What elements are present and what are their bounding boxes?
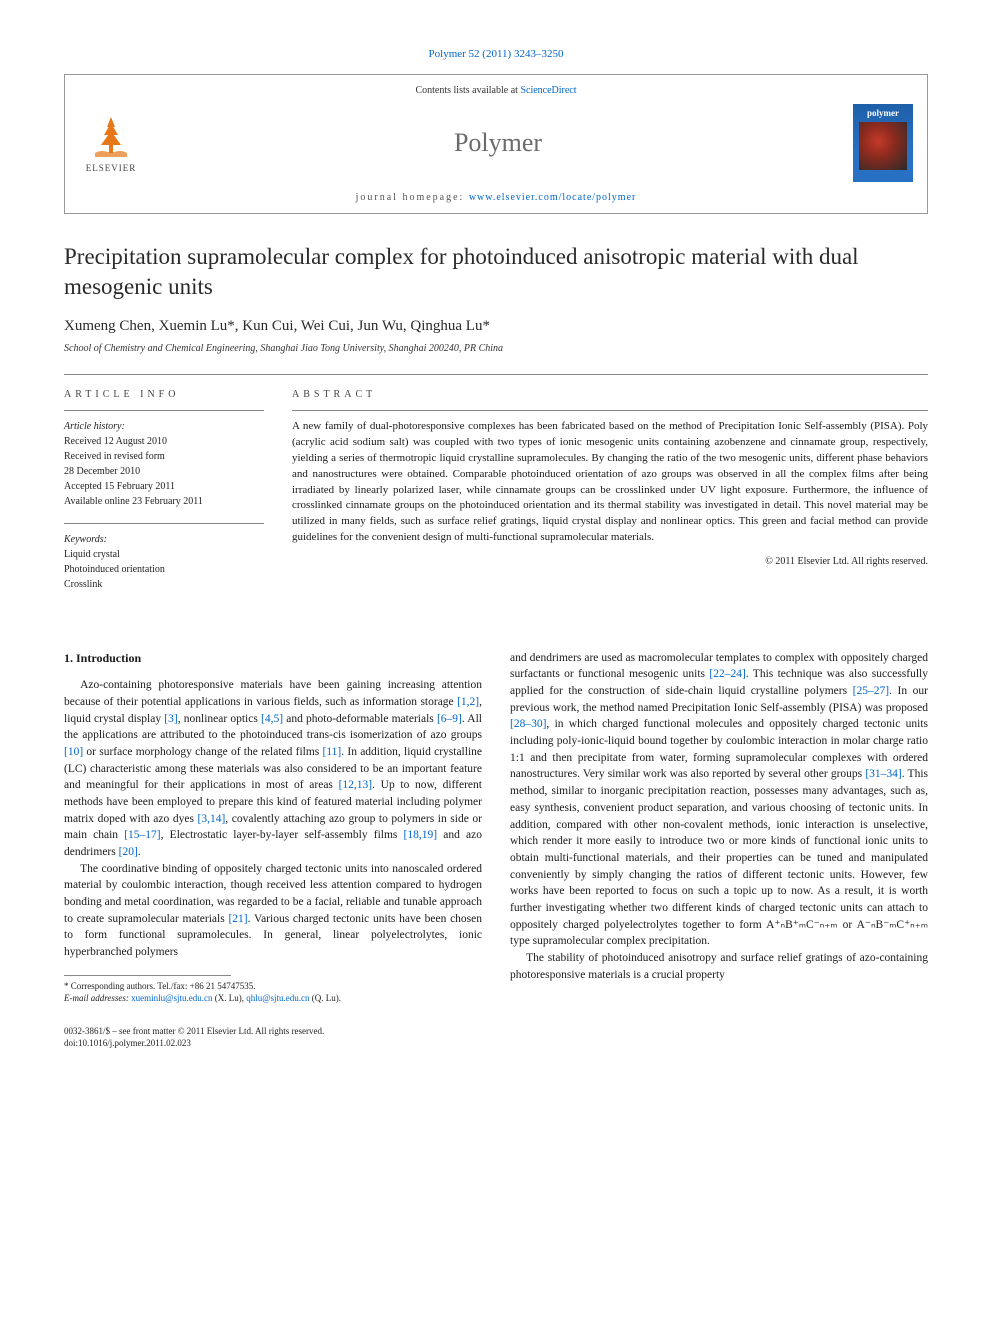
contents-text: Contents lists available at — [415, 85, 520, 96]
footer-bar: 0032-3861/$ – see front matter © 2011 El… — [64, 1025, 928, 1050]
body-column-left: 1. Introduction Azo-containing photoresp… — [64, 650, 482, 1005]
email-label: E-mail addresses: — [64, 993, 131, 1003]
email-link[interactable]: qhlu@sjtu.edu.cn — [246, 993, 309, 1003]
article-title: Precipitation supramolecular complex for… — [64, 242, 928, 302]
keywords-header: Keywords: — [64, 532, 264, 547]
email-line: E-mail addresses: xueminlu@sjtu.edu.cn (… — [64, 992, 482, 1005]
elsevier-logo: ELSEVIER — [79, 107, 143, 179]
cover-image — [859, 122, 907, 170]
keywords-block: Keywords: Liquid crystal Photoinduced or… — [64, 523, 264, 592]
elsevier-label: ELSEVIER — [86, 163, 137, 173]
abstract-copyright: © 2011 Elsevier Ltd. All rights reserved… — [292, 556, 928, 567]
cover-title: polymer — [867, 108, 899, 118]
abstract-text: A new family of dual-photoresponsive com… — [292, 410, 928, 547]
journal-header: . Contents lists available at ScienceDir… — [64, 74, 928, 214]
affiliation: School of Chemistry and Chemical Enginee… — [64, 343, 928, 354]
journal-homepage: journal homepage: www.elsevier.com/locat… — [65, 186, 927, 213]
corresponding-line: * Corresponding authors. Tel./fax: +86 2… — [64, 980, 482, 993]
homepage-label: journal homepage: — [356, 192, 469, 203]
journal-cover-thumbnail: polymer — [853, 104, 913, 182]
email-link[interactable]: xueminlu@sjtu.edu.cn — [131, 993, 212, 1003]
citation-line: Polymer 52 (2011) 3243–3250 — [64, 48, 928, 60]
keyword: Crosslink — [64, 577, 264, 592]
email-who: (Q. Lu). — [309, 993, 341, 1003]
email-who: (X. Lu), — [212, 993, 246, 1003]
history-line: 28 December 2010 — [64, 464, 264, 479]
section-heading: 1. Introduction — [64, 650, 482, 667]
abstract-column: ABSTRACT A new family of dual-photorespo… — [292, 389, 928, 606]
keyword: Photoinduced orientation — [64, 562, 264, 577]
elsevier-tree-icon — [87, 113, 135, 161]
history-line: Available online 23 February 2011 — [64, 494, 264, 509]
corresponding-footnote: * Corresponding authors. Tel./fax: +86 2… — [64, 980, 482, 1005]
sciencedirect-link[interactable]: ScienceDirect — [520, 85, 576, 96]
body-text: 1. Introduction Azo-containing photoresp… — [64, 650, 928, 1005]
contents-available: Contents lists available at ScienceDirec… — [415, 85, 576, 96]
abstract-label: ABSTRACT — [292, 389, 928, 400]
article-info-label: ARTICLE INFO — [64, 389, 264, 400]
body-paragraph: The stability of photoinduced anisotropy… — [510, 950, 928, 983]
author-list: Xumeng Chen, Xuemin Lu*, Kun Cui, Wei Cu… — [64, 318, 928, 335]
article-info-column: ARTICLE INFO Article history: Received 1… — [64, 389, 264, 606]
body-paragraph: The coordinative binding of oppositely c… — [64, 861, 482, 961]
body-paragraph: Azo-containing photoresponsive materials… — [64, 677, 482, 860]
journal-name: Polymer — [143, 128, 853, 158]
history-line: Received in revised form — [64, 449, 264, 464]
doi-line: doi:10.1016/j.polymer.2011.02.023 — [64, 1037, 928, 1050]
history-header: Article history: — [64, 419, 264, 434]
homepage-link[interactable]: www.elsevier.com/locate/polymer — [469, 192, 637, 203]
body-column-right: and dendrimers are used as macromolecula… — [510, 650, 928, 1005]
keyword: Liquid crystal — [64, 547, 264, 562]
article-history: Article history: Received 12 August 2010… — [64, 410, 264, 509]
body-paragraph: and dendrimers are used as macromolecula… — [510, 650, 928, 950]
history-line: Received 12 August 2010 — [64, 434, 264, 449]
issn-line: 0032-3861/$ – see front matter © 2011 El… — [64, 1025, 928, 1038]
history-line: Accepted 15 February 2011 — [64, 479, 264, 494]
